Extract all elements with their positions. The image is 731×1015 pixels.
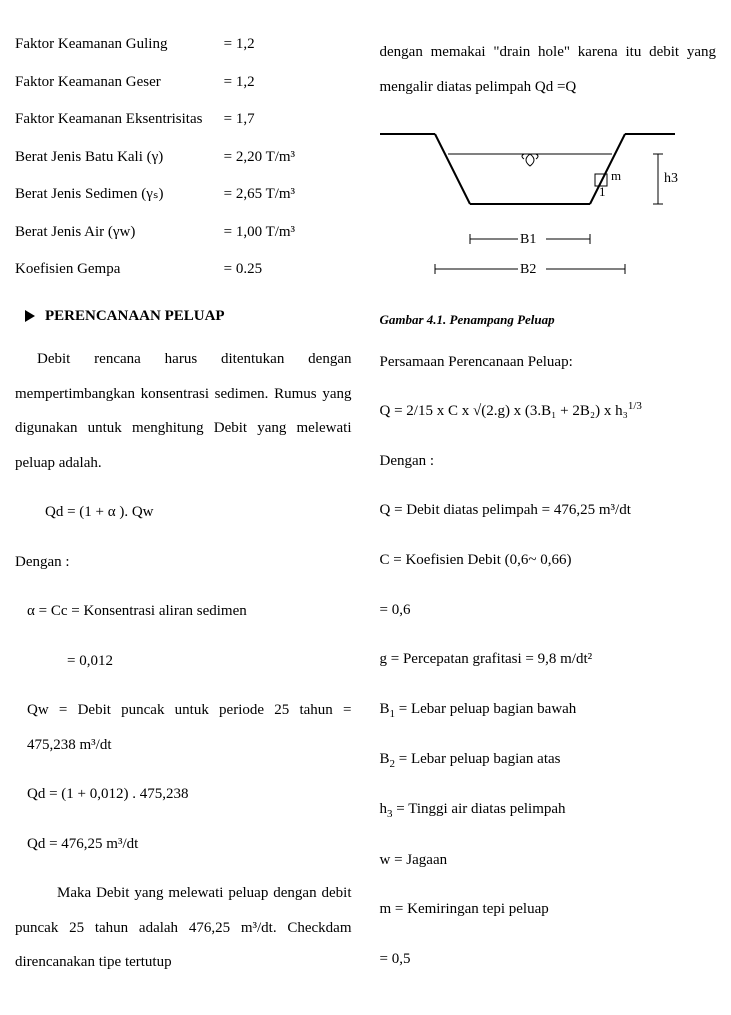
b2-label: B2 [520,262,536,277]
def-row: B1 = Lebar peluap bagian bawah [380,692,717,727]
param-label: Faktor Keamanan Eksentrisitas [15,107,224,133]
param-row: Berat Jenis Batu Kali (γ) = 2,20 T/m³ [15,145,352,171]
section-heading: PERENCANAAN PELUAP [25,305,352,328]
arrow-icon [25,310,35,322]
param-row: Faktor Keamanan Guling = 1,2 [15,32,352,58]
diagram-svg: m 1 h3 B1 B2 [380,124,680,304]
param-value: = 1,2 [224,32,352,58]
param-value: = 0.25 [224,257,352,283]
param-row: Faktor Keamanan Eksentrisitas = 1,7 [15,107,352,133]
two-column-layout: Faktor Keamanan Guling = 1,2 Faktor Keam… [15,20,716,995]
param-value: = 2,65 T/m³ [224,182,352,208]
slope-1-label: 1 [599,184,606,199]
def-row: C = Koefisien Debit (0,6~ 0,66) [380,543,717,578]
param-label: Berat Jenis Sedimen (γₛ) [15,182,224,208]
h3-label: h3 [664,171,678,186]
def-row: w = Jagaan [380,843,717,878]
cross-section-diagram: m 1 h3 B1 B2 [380,124,680,304]
left-column: Faktor Keamanan Guling = 1,2 Faktor Keam… [15,20,352,995]
def-row: m = Kemiringan tepi peluap [380,892,717,927]
param-row: Faktor Keamanan Geser = 1,2 [15,70,352,96]
right-column: dengan memakai "drain hole" karena itu d… [380,20,717,995]
dengan-label-right: Dengan : [380,444,717,479]
param-value: = 1,7 [224,107,352,133]
b1-label: B1 [520,232,536,247]
def-row: = 0,6 [380,593,717,628]
parameter-list: Faktor Keamanan Guling = 1,2 Faktor Keam… [15,32,352,283]
alpha-val: = 0,012 [67,644,352,679]
alpha-line: α = Cc = Konsentrasi aliran sedimen [27,594,352,629]
figure-caption: Gambar 4.1. Penampang Peluap [380,310,717,330]
def-row: B2 = Lebar peluap bagian atas [380,742,717,777]
qd-calc1: Qd = (1 + 0,012) . 475,238 [27,777,352,812]
definitions-list: Q = Debit diatas pelimpah = 476,25 m³/dt… [380,493,717,976]
def-row: = 0,5 [380,942,717,977]
param-row: Berat Jenis Sedimen (γₛ) = 2,65 T/m³ [15,182,352,208]
slope-m-label: m [611,168,621,183]
param-label: Faktor Keamanan Geser [15,70,224,96]
def-row: g = Percepatan grafitasi = 9,8 m/dt² [380,642,717,677]
def-row: Q = Debit diatas pelimpah = 476,25 m³/dt [380,493,717,528]
right-top-para: dengan memakai "drain hole" karena itu d… [380,35,717,104]
param-label: Faktor Keamanan Guling [15,32,224,58]
param-row: Koefisien Gempa = 0.25 [15,257,352,283]
paragraph: Debit rencana harus ditentukan dengan me… [15,342,352,480]
def-row: h3 = Tinggi air diatas pelimpah [380,792,717,827]
param-label: Berat Jenis Batu Kali (γ) [15,145,224,171]
qd-calc2: Qd = 476,25 m³/dt [27,827,352,862]
persamaan-title: Persamaan Perencanaan Peluap: [380,345,717,380]
param-label: Berat Jenis Air (γw) [15,220,224,246]
param-value: = 2,20 T/m³ [224,145,352,171]
param-label: Koefisien Gempa [15,257,224,283]
paragraph-result: Maka Debit yang melewati peluap dengan d… [15,876,352,980]
qw-line: Qw = Debit puncak untuk periode 25 tahun… [27,693,352,762]
param-value: = 1,00 T/m³ [224,220,352,246]
param-value: = 1,2 [224,70,352,96]
main-equation: Q = 2/15 x C x √(2.g) x (3.B₁ + 2B₂) x h… [380,394,717,429]
equation: Qd = (1 + α ). Qw [45,495,352,530]
param-row: Berat Jenis Air (γw) = 1,00 T/m³ [15,220,352,246]
heading-text: PERENCANAAN PELUAP [45,305,225,328]
dengan-label: Dengan : [15,545,352,580]
